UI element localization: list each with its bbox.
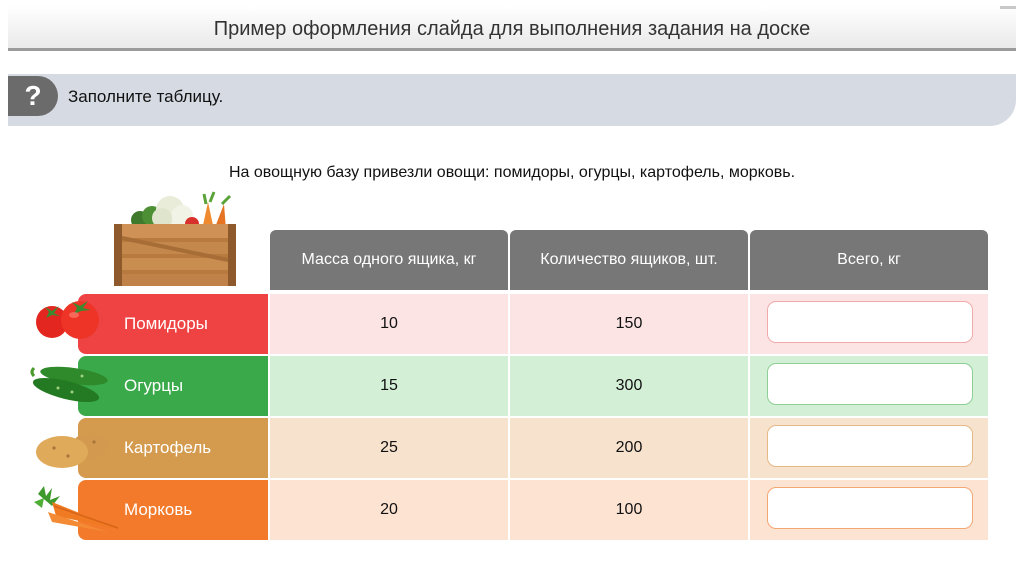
- answer-field-potatoes[interactable]: [767, 425, 973, 467]
- row-label-tomatoes: Помидоры: [78, 294, 268, 354]
- potato-icon: [36, 433, 108, 468]
- row-label-potatoes: Картофель: [78, 418, 268, 478]
- task-banner: [8, 74, 1016, 126]
- row-label-carrots: Морковь: [78, 480, 268, 540]
- answer-field-cucumbers[interactable]: [767, 363, 973, 405]
- cell-mass-carrots: 20: [270, 480, 508, 540]
- cell-count-carrots: 100: [510, 480, 748, 540]
- title-bar-accent: [1000, 6, 1016, 9]
- cell-count-cucumbers: 300: [510, 356, 748, 416]
- column-header-mass: Масса одного ящика, кг: [270, 230, 508, 290]
- cell-mass-cucumbers: 15: [270, 356, 508, 416]
- cucumber-icon: [30, 366, 108, 402]
- vegetable-crate-icon: [114, 191, 236, 286]
- column-header-count: Количество ящиков, шт.: [510, 230, 748, 290]
- cell-count-potatoes: 200: [510, 418, 748, 478]
- tomato-icon: [36, 301, 99, 339]
- carrot-icon: [34, 486, 122, 532]
- title-bar: Пример оформления слайда для выполнения …: [8, 6, 1016, 51]
- slide-title: Пример оформления слайда для выполнения …: [213, 18, 811, 40]
- row-label-cucumbers: Огурцы: [78, 356, 268, 416]
- answer-field-carrots[interactable]: [767, 487, 973, 529]
- task-instruction: Заполните таблицу.: [68, 87, 224, 106]
- cell-count-tomatoes: 150: [510, 294, 748, 354]
- column-header-total: Всего, кг: [750, 230, 988, 290]
- question-icon: ?: [8, 76, 58, 116]
- answer-field-tomatoes[interactable]: [767, 301, 973, 343]
- problem-statement: На овощную базу привезли овощи: помидоры…: [228, 164, 796, 181]
- cell-mass-potatoes: 25: [270, 418, 508, 478]
- cell-mass-tomatoes: 10: [270, 294, 508, 354]
